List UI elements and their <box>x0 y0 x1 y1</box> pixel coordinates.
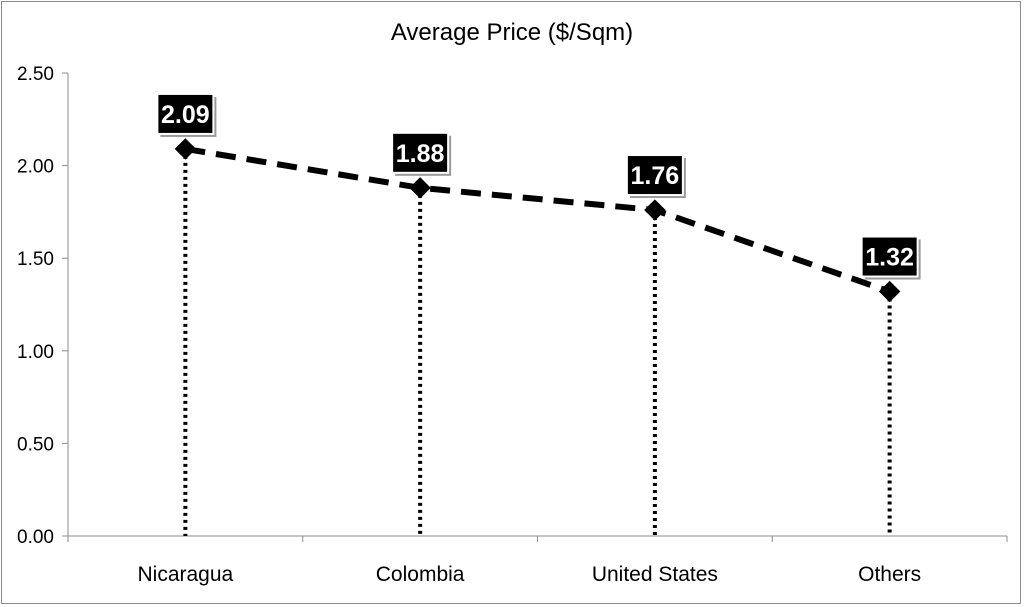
series-line <box>184 145 891 295</box>
markers <box>174 138 901 303</box>
data-label: 2.09 <box>161 101 210 129</box>
data-label: 1.76 <box>631 162 680 190</box>
y-tick-label: 0.50 <box>17 434 54 455</box>
data-label-box <box>391 131 450 174</box>
x-tick-label: Nicaragua <box>138 563 234 586</box>
series-polyline <box>184 145 891 295</box>
y-tick-label: 2.00 <box>17 157 54 178</box>
y-tick-label: 2.50 <box>17 64 54 85</box>
y-tick-label: 1.00 <box>17 342 54 363</box>
axes: 0.00 0.50 1.00 1.50 2.00 2.50 Nicaragua Colombi… <box>17 64 1008 586</box>
data-label: 1.88 <box>396 140 445 168</box>
data-labels: 2.09 1.88 1.76 1.32 <box>156 92 921 280</box>
y-tick-label: 0.00 <box>17 527 54 548</box>
data-label-box <box>156 92 215 135</box>
data-label-box <box>860 235 919 278</box>
data-point-marker <box>174 138 197 160</box>
data-point-marker <box>878 280 901 303</box>
data-point-marker <box>644 199 666 221</box>
x-tick-label: Colombia <box>376 563 465 586</box>
y-tick-label: 1.50 <box>17 249 54 270</box>
data-point-marker <box>409 177 431 199</box>
chart-title: Average Price ($/Sqm) <box>391 19 633 46</box>
x-tick-label: United States <box>592 563 718 586</box>
drop-lines <box>183 148 892 536</box>
data-label: 1.32 <box>865 244 914 272</box>
data-label-box <box>625 154 684 197</box>
x-tick-label: Others <box>858 563 921 586</box>
